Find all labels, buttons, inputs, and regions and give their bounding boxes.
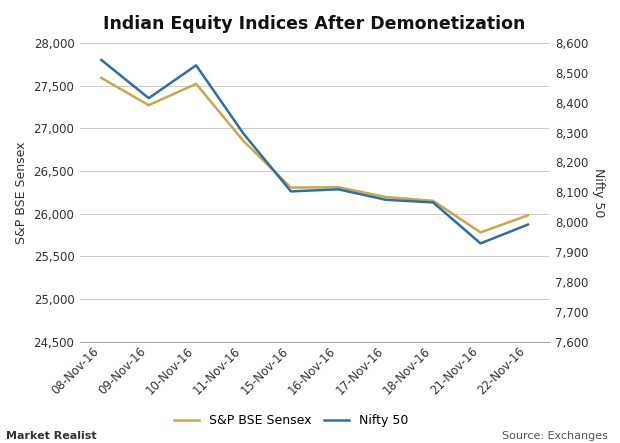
- S&P BSE Sensex: [477, 230, 484, 235]
- Line: S&P BSE Sensex: S&P BSE Sensex: [101, 78, 528, 233]
- S&P BSE Sensex: [525, 213, 532, 218]
- Nifty 50: [477, 241, 484, 246]
- Nifty 50: [240, 131, 247, 136]
- Text: Market Realist: Market Realist: [6, 431, 97, 441]
- Nifty 50: [382, 197, 389, 202]
- S&P BSE Sensex: [430, 198, 437, 203]
- Nifty 50: [97, 57, 105, 62]
- Nifty 50: [145, 96, 153, 101]
- Legend: S&P BSE Sensex, Nifty 50: S&P BSE Sensex, Nifty 50: [169, 409, 414, 432]
- S&P BSE Sensex: [97, 75, 105, 81]
- S&P BSE Sensex: [145, 103, 153, 108]
- Text: Source: Exchanges: Source: Exchanges: [502, 431, 608, 441]
- Nifty 50: [192, 62, 200, 68]
- Y-axis label: S&P BSE Sensex: S&P BSE Sensex: [15, 141, 28, 244]
- S&P BSE Sensex: [287, 185, 294, 190]
- Line: Nifty 50: Nifty 50: [101, 60, 528, 243]
- S&P BSE Sensex: [192, 81, 200, 86]
- Nifty 50: [525, 222, 532, 227]
- S&P BSE Sensex: [240, 138, 247, 144]
- Y-axis label: Nifty 50: Nifty 50: [592, 167, 605, 217]
- S&P BSE Sensex: [335, 185, 342, 190]
- Nifty 50: [335, 187, 342, 192]
- Title: Indian Equity Indices After Demonetization: Indian Equity Indices After Demonetizati…: [104, 15, 526, 33]
- S&P BSE Sensex: [382, 194, 389, 200]
- Nifty 50: [430, 200, 437, 205]
- Nifty 50: [287, 189, 294, 194]
